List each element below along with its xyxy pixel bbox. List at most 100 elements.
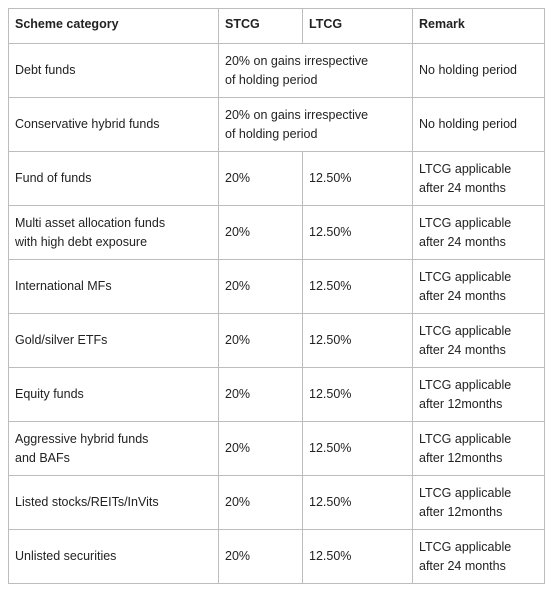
table-row: Listed stocks/REITs/InVits 20% 12.50% LTCG … <box>8 475 545 530</box>
table-cell: Gold/silver ETFs <box>8 313 219 368</box>
cell-text: 12.50% <box>309 279 352 293</box>
cell-text: after 24 months <box>419 180 506 195</box>
cell-text: 20% on gains irrespective <box>225 107 369 122</box>
table-cell: LTCG applicable after 24 months <box>412 313 545 368</box>
table-row: Fund of funds 20% 12.50% LTCG applicable aft… <box>8 151 545 206</box>
cell-text: 12.50% <box>309 387 352 401</box>
cell-text: Multi asset allocation funds <box>15 215 166 230</box>
cell-text: of holding period <box>225 72 318 87</box>
cell-text: Listed stocks/REITs/InVits <box>15 495 159 509</box>
cell-text: No holding period <box>419 63 517 77</box>
cell-text: 12.50% <box>309 495 352 509</box>
table-row: Conservative hybrid funds 20% on gains ir… <box>8 97 545 152</box>
cell-text: Debt funds <box>15 63 76 77</box>
table-cell: 20% <box>218 205 303 260</box>
cell-text: 12.50% <box>309 171 352 185</box>
cell-text: LTCG applicable <box>419 431 512 446</box>
header-cell: LTCG <box>302 8 413 44</box>
cell-text: 12.50% <box>309 549 352 563</box>
cell-text: after 24 months <box>419 342 506 357</box>
table-cell: 20% <box>218 529 303 584</box>
cell-text: after 24 months <box>419 288 506 303</box>
cell-text: 20% <box>225 333 251 347</box>
table-cell: 12.50% <box>302 313 413 368</box>
cell-text: 20% <box>225 495 251 509</box>
table-cell: No holding period <box>412 97 545 152</box>
table-cell: Debt funds <box>8 43 219 98</box>
table-cell: 12.50% <box>302 421 413 476</box>
table-cell: 12.50% <box>302 259 413 314</box>
table-cell: LTCG applicable after 24 months <box>412 205 545 260</box>
cell-text: LTCG applicable <box>419 323 512 338</box>
table-cell: 12.50% <box>302 205 413 260</box>
cell-text: Fund of funds <box>15 171 92 185</box>
table-row: Debt funds 20% on gains irrespective of ho… <box>8 43 545 98</box>
cell-text: after 24 months <box>419 558 506 573</box>
table-cell: Aggressive hybrid funds and BAFs <box>8 421 219 476</box>
cell-text: after 12months <box>419 396 503 411</box>
table-cell: Unlisted securities <box>8 529 219 584</box>
table-cell: Conservative hybrid funds <box>8 97 219 152</box>
table-cell: Multi asset allocation funds with high de… <box>8 205 219 260</box>
cell-text: LTCG applicable <box>419 161 512 176</box>
cell-text: and BAFs <box>15 450 70 465</box>
header-cell: Remark <box>412 8 545 44</box>
table-row: International MFs 20% 12.50% LTCG applicabl… <box>8 259 545 314</box>
table-cell: 20% <box>218 313 303 368</box>
cell-text: LTCG applicable <box>419 269 512 284</box>
table-cell: 20% <box>218 259 303 314</box>
cell-text: after 12months <box>419 504 503 519</box>
cell-text: 12.50% <box>309 225 352 239</box>
cell-text: LTCG applicable <box>419 485 512 500</box>
table-cell: 12.50% <box>302 151 413 206</box>
header-cell: Scheme category <box>8 8 219 44</box>
cell-text: 20% <box>225 279 251 293</box>
header-row: Scheme category STCG LTCG Remark <box>8 8 545 44</box>
table-cell: LTCG applicable after 12months <box>412 475 545 530</box>
table-cell: Equity funds <box>8 367 219 422</box>
table-cell: LTCG applicable after 24 months <box>412 529 545 584</box>
table-row: Equity funds 20% 12.50% LTCG applicable afte… <box>8 367 545 422</box>
tax-table: Scheme category STCG LTCG Remark Debt funds… <box>8 8 545 584</box>
cell-text: Conservative hybrid funds <box>15 117 160 131</box>
table-body: Debt funds 20% on gains irrespective of ho… <box>8 43 545 584</box>
cell-text: Aggressive hybrid funds <box>15 431 149 446</box>
cell-text: 12.50% <box>309 333 352 347</box>
cell-text: after 12months <box>419 450 503 465</box>
table-cell: Fund of funds <box>8 151 219 206</box>
cell-text: 20% <box>225 549 251 563</box>
table-cell: LTCG applicable after 12months <box>412 421 545 476</box>
cell-text: 20% <box>225 441 251 455</box>
cell-text: Gold/silver ETFs <box>15 333 108 347</box>
table-cell: LTCG applicable after 12months <box>412 367 545 422</box>
table-cell: 20% <box>218 475 303 530</box>
table-cell: 12.50% <box>302 475 413 530</box>
table-row: Multi asset allocation funds with high de… <box>8 205 545 260</box>
cell-text: 20% <box>225 171 251 185</box>
table-cell: 20% on gains irrespective of holding peri… <box>218 97 413 152</box>
cell-text: LTCG applicable <box>419 215 512 230</box>
cell-text: LTCG applicable <box>419 539 512 554</box>
header-cell: STCG <box>218 8 303 44</box>
table-cell: 20% <box>218 421 303 476</box>
cell-text: LTCG applicable <box>419 377 512 392</box>
cell-text: Unlisted securities <box>15 549 117 563</box>
cell-text: International MFs <box>15 279 112 293</box>
cell-text: of holding period <box>225 126 318 141</box>
cell-text: 20% <box>225 225 251 239</box>
table-cell: LTCG applicable after 24 months <box>412 151 545 206</box>
table-cell: 20% on gains irrespective of holding peri… <box>218 43 413 98</box>
cell-text: 20% <box>225 387 251 401</box>
cell-text: 12.50% <box>309 441 352 455</box>
table-cell: Listed stocks/REITs/InVits <box>8 475 219 530</box>
table-cell: International MFs <box>8 259 219 314</box>
table-cell: No holding period <box>412 43 545 98</box>
table-header: Scheme category STCG LTCG Remark <box>8 8 545 44</box>
cell-text: Equity funds <box>15 387 84 401</box>
table-cell: 20% <box>218 151 303 206</box>
table-row: Gold/silver ETFs 20% 12.50% LTCG applicable… <box>8 313 545 368</box>
cell-text: 20% on gains irrespective <box>225 53 369 68</box>
cell-text: with high debt exposure <box>15 234 148 249</box>
table-row: Aggressive hybrid funds and BAFs 20% 12.50%… <box>8 421 545 476</box>
